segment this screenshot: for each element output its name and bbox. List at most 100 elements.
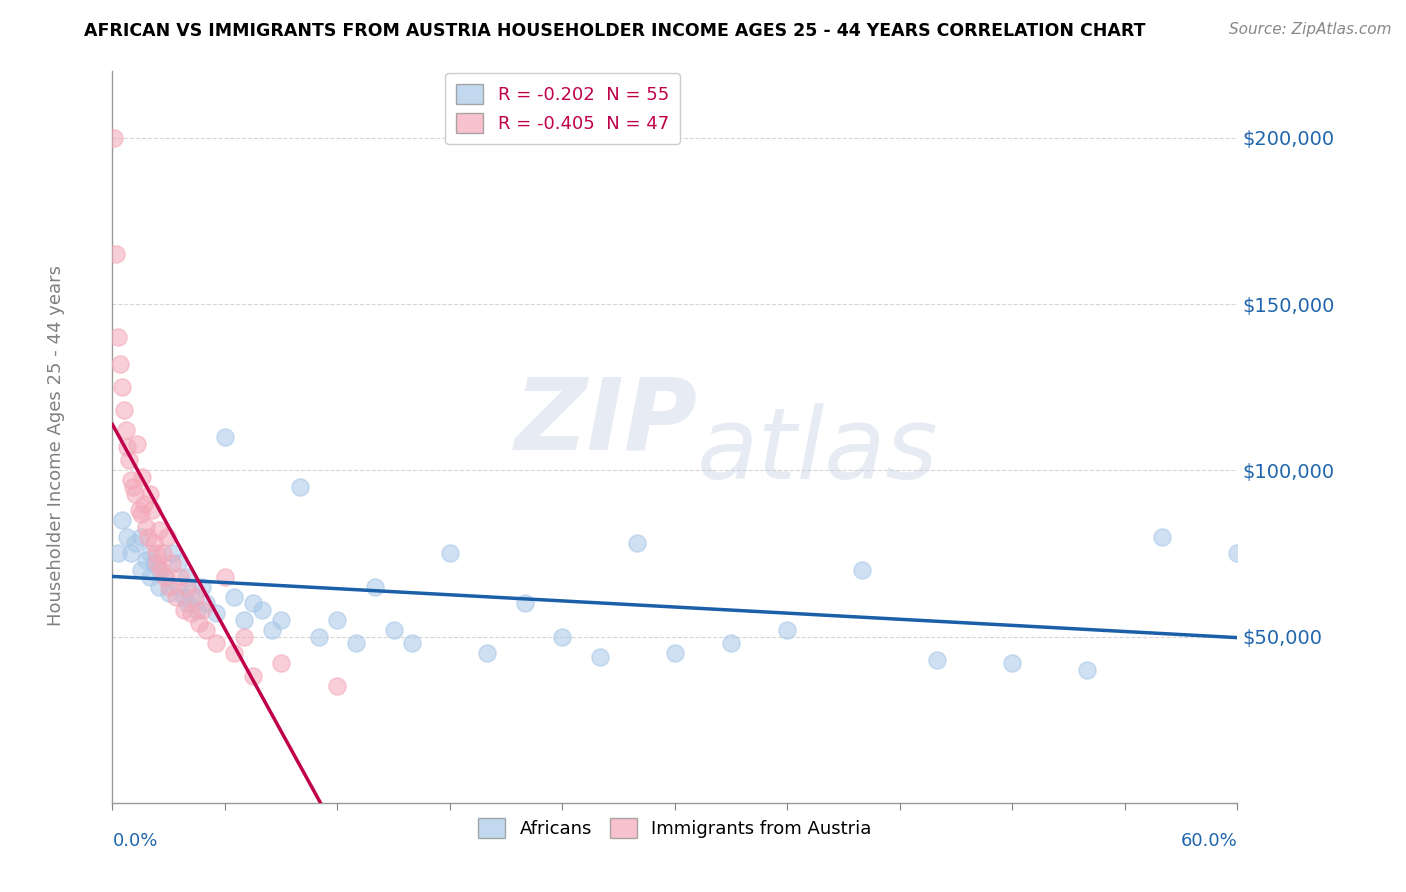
Text: ZIP: ZIP	[515, 374, 697, 471]
Point	[326, 613, 349, 627]
Point	[139, 546, 162, 560]
Point	[162, 546, 184, 560]
Point	[195, 623, 218, 637]
Point	[204, 607, 226, 621]
Point	[326, 680, 349, 694]
Point	[162, 557, 184, 571]
Point	[165, 590, 187, 604]
Point	[252, 603, 274, 617]
Point	[1152, 530, 1174, 544]
Point	[120, 546, 142, 560]
Point	[176, 570, 198, 584]
Point	[120, 473, 142, 487]
Point	[129, 563, 152, 577]
Point	[184, 590, 207, 604]
Point	[152, 546, 174, 560]
Point	[128, 503, 150, 517]
Text: AFRICAN VS IMMIGRANTS FROM AUSTRIA HOUSEHOLDER INCOME AGES 25 - 44 YEARS CORRELA: AFRICAN VS IMMIGRANTS FROM AUSTRIA HOUSE…	[84, 22, 1146, 40]
Point	[148, 563, 170, 577]
Point	[270, 656, 292, 670]
Point	[214, 570, 236, 584]
Point	[176, 596, 198, 610]
Point	[224, 646, 246, 660]
Point	[288, 480, 311, 494]
Point	[135, 553, 157, 567]
Point	[191, 603, 214, 617]
Point	[776, 623, 799, 637]
Point	[112, 403, 135, 417]
Point	[108, 357, 131, 371]
Point	[153, 570, 176, 584]
Point	[270, 613, 292, 627]
Text: atlas: atlas	[697, 403, 939, 500]
Point	[142, 557, 165, 571]
Point	[142, 536, 165, 550]
Point	[157, 580, 180, 594]
Point	[117, 530, 139, 544]
Point	[114, 424, 136, 438]
Point	[117, 440, 139, 454]
Point	[173, 590, 195, 604]
Point	[664, 646, 686, 660]
Point	[145, 546, 167, 560]
Point	[173, 603, 195, 617]
Point	[167, 580, 190, 594]
Point	[1076, 663, 1098, 677]
Point	[851, 563, 873, 577]
Point	[148, 580, 170, 594]
Point	[111, 513, 134, 527]
Point	[169, 570, 191, 584]
Point	[551, 630, 574, 644]
Legend: Africans, Immigrants from Austria: Africans, Immigrants from Austria	[471, 811, 879, 845]
Point	[105, 247, 128, 261]
Point	[124, 486, 146, 500]
Point	[1001, 656, 1024, 670]
Text: 0.0%: 0.0%	[112, 832, 157, 850]
Point	[364, 580, 387, 594]
Point	[242, 596, 264, 610]
Point	[232, 630, 254, 644]
Point	[156, 530, 179, 544]
Point	[136, 530, 159, 544]
Point	[107, 546, 129, 560]
Point	[214, 430, 236, 444]
Point	[139, 570, 162, 584]
Point	[401, 636, 423, 650]
Text: Householder Income Ages 25 - 44 years: Householder Income Ages 25 - 44 years	[48, 266, 65, 626]
Point	[118, 453, 141, 467]
Point	[477, 646, 499, 660]
Point	[439, 546, 461, 560]
Point	[308, 630, 330, 644]
Point	[204, 636, 226, 650]
Point	[224, 590, 246, 604]
Point	[157, 586, 180, 600]
Point	[176, 580, 198, 594]
Point	[134, 497, 156, 511]
Point	[148, 523, 170, 537]
Point	[129, 530, 152, 544]
Point	[139, 486, 162, 500]
Point	[107, 330, 129, 344]
Point	[180, 607, 202, 621]
Point	[260, 623, 283, 637]
Point	[180, 586, 202, 600]
Point	[720, 636, 742, 650]
Point	[103, 131, 125, 145]
Text: 60.0%: 60.0%	[1181, 832, 1237, 850]
Point	[626, 536, 648, 550]
Point	[589, 649, 612, 664]
Point	[186, 603, 208, 617]
Point	[150, 563, 173, 577]
Point	[129, 507, 152, 521]
Point	[232, 613, 254, 627]
Point	[1226, 546, 1249, 560]
Point	[111, 380, 134, 394]
Point	[382, 623, 405, 637]
Point	[344, 636, 367, 650]
Point	[125, 436, 148, 450]
Point	[135, 520, 157, 534]
Point	[141, 503, 163, 517]
Point	[122, 480, 145, 494]
Point	[191, 580, 214, 594]
Point	[513, 596, 536, 610]
